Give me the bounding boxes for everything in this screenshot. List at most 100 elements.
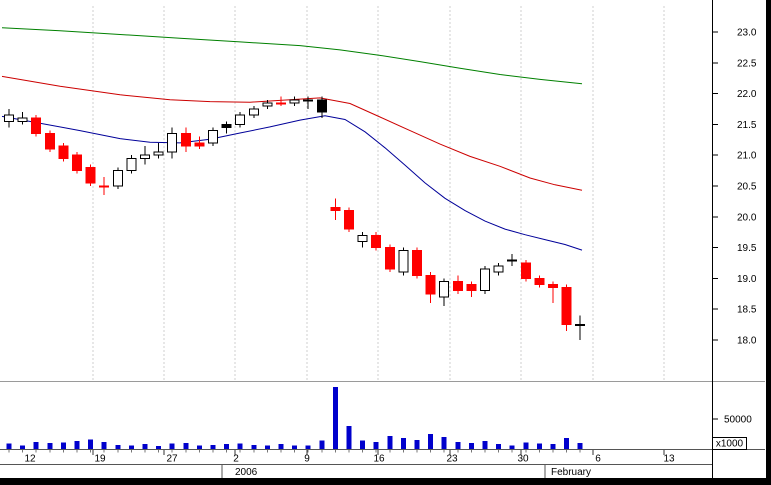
candle-body <box>31 117 42 135</box>
candle-body <box>4 114 14 122</box>
candle-body <box>112 170 123 187</box>
candle-body <box>248 108 259 116</box>
candle <box>548 281 558 303</box>
candle <box>72 152 82 174</box>
candle-body <box>534 277 545 286</box>
day-tick-label: 19 <box>94 454 106 465</box>
day-tick-label: 16 <box>373 454 385 465</box>
candle <box>344 207 354 233</box>
candle-body <box>371 234 382 249</box>
volume-bar <box>360 440 366 449</box>
volume-bar <box>292 445 298 449</box>
candle <box>575 315 586 340</box>
candle-body <box>412 250 422 276</box>
candle <box>235 112 246 128</box>
price-tick-label: 19.0 <box>737 274 757 285</box>
volume-bar <box>550 444 556 449</box>
candle <box>44 130 55 153</box>
day-tick-label: 12 <box>24 454 36 465</box>
candle-body <box>398 250 409 273</box>
volume-bar <box>536 443 542 449</box>
candle <box>330 198 341 220</box>
candle-body <box>208 130 218 144</box>
volume-bar <box>400 438 406 449</box>
candle-body <box>58 145 69 159</box>
candle-body <box>493 265 504 273</box>
price-tick-label: 19.5 <box>737 243 757 254</box>
candle <box>99 176 110 196</box>
price-tick-label: 23.0 <box>737 28 757 39</box>
volume-bar <box>496 444 502 449</box>
candle <box>289 96 300 106</box>
volume-bar <box>373 441 379 449</box>
ma-short-line <box>1 115 583 251</box>
candle <box>248 105 259 119</box>
price-tick-label: 21.5 <box>737 120 757 131</box>
volume-bar <box>251 444 257 449</box>
candle <box>384 244 395 273</box>
candle <box>316 96 327 119</box>
candle-body <box>140 154 150 159</box>
candle <box>262 99 273 109</box>
price-tick-label: 20.0 <box>737 212 757 223</box>
candle <box>357 232 368 248</box>
candle-body <box>221 123 232 129</box>
candle-body <box>452 281 463 292</box>
volume-bar <box>47 443 53 449</box>
candle-body <box>316 99 327 113</box>
volume-bar <box>523 442 529 449</box>
candle-body <box>548 284 558 289</box>
candle-body <box>235 114 246 125</box>
candle <box>17 112 28 125</box>
volume-bar <box>156 446 162 449</box>
candle <box>208 127 218 146</box>
price-tick-label: 18.0 <box>737 336 757 347</box>
volume-bar <box>564 438 570 449</box>
candle-body <box>85 167 96 184</box>
candle-body <box>384 247 395 270</box>
price-panel[interactable] <box>1 6 665 380</box>
gridlines <box>92 6 665 380</box>
candle <box>126 155 137 174</box>
price-tick-label: 22.5 <box>737 58 757 69</box>
candle <box>167 127 178 159</box>
candle <box>4 109 14 128</box>
ma-long-line <box>1 27 583 85</box>
day-tick-label: 13 <box>663 454 675 465</box>
candle <box>180 127 191 153</box>
volume-panel[interactable] <box>6 387 583 449</box>
day-tick-label: 6 <box>595 454 601 465</box>
month-label: February <box>551 467 591 478</box>
candle-body <box>480 268 490 292</box>
day-tick-label: 2 <box>233 454 239 465</box>
candle <box>276 96 286 106</box>
day-tick-label: 30 <box>517 454 529 465</box>
candle-body <box>126 157 137 172</box>
candle <box>439 278 450 307</box>
candle <box>534 275 545 288</box>
candle-body <box>466 284 477 292</box>
volume-bar <box>6 443 12 449</box>
window-border-bottom <box>0 478 771 485</box>
candle-body <box>17 117 28 122</box>
candle-body <box>180 133 191 147</box>
candle <box>452 275 463 294</box>
candle-body <box>575 324 586 327</box>
candle-body <box>262 102 273 107</box>
volume-bar <box>387 435 393 449</box>
volume-bar <box>482 441 488 449</box>
day-tick-label: 23 <box>446 454 458 465</box>
candle-body <box>344 210 354 230</box>
candle <box>112 167 123 190</box>
volume-bar <box>305 445 311 449</box>
candle <box>58 142 69 162</box>
volume-bar <box>74 441 80 449</box>
scale-static-labels: 50000 x1000 2006 February <box>235 415 752 479</box>
volume-bar <box>509 445 515 449</box>
candle <box>153 142 164 159</box>
candle-body <box>44 133 55 150</box>
moving-averages <box>1 27 583 251</box>
volume-bar <box>196 445 202 449</box>
candle <box>520 259 531 282</box>
